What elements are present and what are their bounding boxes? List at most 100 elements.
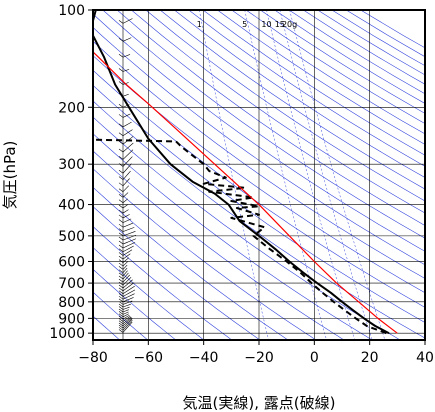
wind-barb	[118, 219, 124, 223]
wind-barb	[118, 295, 124, 300]
temperature-profile-line	[93, 10, 390, 335]
wind-barb	[122, 238, 136, 245]
wind-barb	[118, 320, 124, 324]
x-axis-ticks: −80 −60 −40 −20 0 20 40	[78, 340, 434, 366]
wind-barb	[118, 266, 124, 270]
wind-barb	[118, 232, 124, 237]
x-tick-label: −20	[244, 350, 274, 366]
wind-barb	[118, 114, 124, 118]
x-tick-label: 0	[310, 350, 319, 366]
wind-barb	[122, 279, 133, 289]
dry-adiabat-line	[245, 10, 425, 124]
wind-barb	[118, 188, 124, 192]
wind-barb	[122, 272, 129, 280]
wind-barb	[118, 255, 124, 260]
wind-barb	[118, 303, 124, 308]
wind-barb	[122, 231, 136, 237]
wind-barb	[118, 199, 124, 204]
wind-barb	[118, 194, 124, 198]
wind-barb	[118, 170, 124, 174]
wind-barb	[118, 322, 124, 327]
y-tick-label: 400	[58, 198, 85, 214]
wind-barb	[122, 303, 131, 308]
wind-barb	[118, 53, 124, 58]
wind-barb	[122, 214, 130, 219]
wind-barb	[122, 297, 134, 303]
dry-adiabat-line	[145, 10, 425, 202]
dry-adiabat-line	[159, 10, 425, 190]
dry-adiabat-line	[93, 133, 373, 340]
wind-barb	[122, 185, 129, 192]
dry-adiabat-line	[93, 40, 425, 279]
wind-barb	[118, 156, 124, 160]
wind-barb	[118, 308, 124, 313]
wind-barb	[122, 234, 137, 241]
wind-barbs	[118, 10, 137, 340]
dry-adiabat-line	[231, 10, 425, 135]
wind-barb	[118, 176, 124, 180]
wind-barb	[118, 148, 124, 153]
wind-barb	[122, 249, 133, 256]
wind-barb	[118, 209, 124, 214]
wind-barb	[122, 192, 129, 198]
y-tick-label: 1000	[49, 326, 85, 342]
wind-barb	[118, 68, 124, 72]
wind-barb	[122, 313, 129, 318]
wind-barb	[122, 282, 135, 292]
wind-barb	[118, 81, 124, 85]
wind-barb	[122, 142, 134, 153]
wind-barb	[122, 319, 133, 331]
wind-barb	[118, 244, 124, 249]
wind-barb	[118, 163, 124, 167]
wind-barb	[122, 316, 132, 324]
wind-barb	[118, 284, 124, 289]
dry-adiabat-line	[188, 10, 425, 167]
wind-barb	[118, 301, 124, 305]
dry-adiabat-line	[93, 55, 425, 294]
dry-adiabat-line	[93, 27, 425, 266]
mixing-ratio-label: 20g	[282, 20, 297, 29]
wind-barb	[122, 261, 128, 267]
wind-barb	[122, 198, 128, 204]
wind-barb	[118, 236, 124, 241]
dry-adiabat-line	[174, 10, 425, 178]
wind-barb	[122, 68, 130, 72]
wind-barb	[118, 311, 124, 315]
y-tick-label: 200	[58, 100, 85, 116]
y-axis-title: 気圧(hPa)	[1, 141, 19, 210]
wind-barb	[122, 264, 128, 270]
wind-barb	[118, 298, 124, 303]
wind-barb	[122, 54, 131, 58]
wind-barb	[118, 20, 124, 24]
wind-barb	[118, 278, 124, 283]
wind-barb	[122, 149, 134, 160]
wind-barb	[118, 104, 124, 108]
wind-barb	[122, 318, 133, 329]
wind-barb	[122, 274, 130, 283]
wind-barb	[118, 313, 124, 318]
wind-barb	[122, 129, 133, 137]
wind-barb	[118, 306, 124, 310]
wind-barb	[122, 163, 132, 174]
x-axis-title: 気温(実線), 露点(破線)	[183, 394, 336, 412]
wind-barb	[118, 287, 124, 292]
wind-barb	[122, 222, 133, 228]
wind-barb	[118, 272, 124, 277]
mixing-ratio-label: 5	[242, 20, 247, 29]
dry-adiabat-line	[93, 69, 425, 308]
dry-adiabat-line	[93, 13, 425, 252]
wind-barb	[118, 318, 124, 322]
wind-barb	[122, 314, 130, 320]
wind-barb	[118, 214, 124, 219]
dry-adiabat-line	[217, 10, 425, 145]
wind-barb	[122, 300, 133, 305]
wind-barb	[118, 38, 124, 42]
wind-barb	[122, 267, 128, 273]
dry-adiabat-line	[93, 206, 261, 340]
mixing-ratio-line	[279, 10, 373, 340]
x-tick-label: −40	[189, 350, 219, 366]
wind-barb	[118, 315, 124, 320]
wind-barb	[118, 182, 124, 187]
wind-barb	[122, 285, 135, 294]
